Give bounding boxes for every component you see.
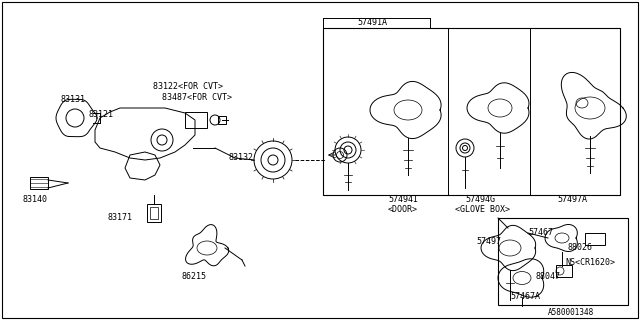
Text: 57497: 57497	[476, 237, 501, 246]
Text: 57467A: 57467A	[510, 292, 540, 301]
Text: 83487<FOR CVT>: 83487<FOR CVT>	[162, 93, 232, 102]
Bar	[323, 28, 620, 195]
Text: 88047: 88047	[535, 272, 560, 281]
Text: 57494G: 57494G	[465, 195, 495, 204]
Text: A580001348: A580001348	[548, 308, 595, 317]
Text: 83132: 83132	[228, 153, 253, 162]
Bar	[218, 116, 226, 124]
Bar	[185, 112, 207, 128]
Text: 83171: 83171	[107, 213, 132, 222]
Text: <DOOR>: <DOOR>	[388, 205, 418, 214]
Bar	[147, 204, 161, 222]
Bar	[556, 265, 572, 277]
Text: 83122<FOR CVT>: 83122<FOR CVT>	[153, 82, 223, 91]
Bar	[585, 233, 605, 245]
Text: NS<CR1620>: NS<CR1620>	[565, 258, 615, 267]
Text: 57494I: 57494I	[388, 195, 418, 204]
Bar	[150, 207, 158, 219]
Text: 83121: 83121	[88, 110, 113, 119]
Bar	[498, 218, 628, 305]
Text: 86215: 86215	[181, 272, 206, 281]
Bar	[30, 177, 48, 189]
Text: 88026: 88026	[568, 243, 593, 252]
Text: 57467: 57467	[528, 228, 553, 237]
Text: <GLOVE BOX>: <GLOVE BOX>	[455, 205, 510, 214]
Text: 57491A: 57491A	[357, 18, 387, 27]
Text: 57497A: 57497A	[557, 195, 587, 204]
Text: 83140: 83140	[22, 195, 47, 204]
Text: 83131: 83131	[60, 95, 85, 104]
